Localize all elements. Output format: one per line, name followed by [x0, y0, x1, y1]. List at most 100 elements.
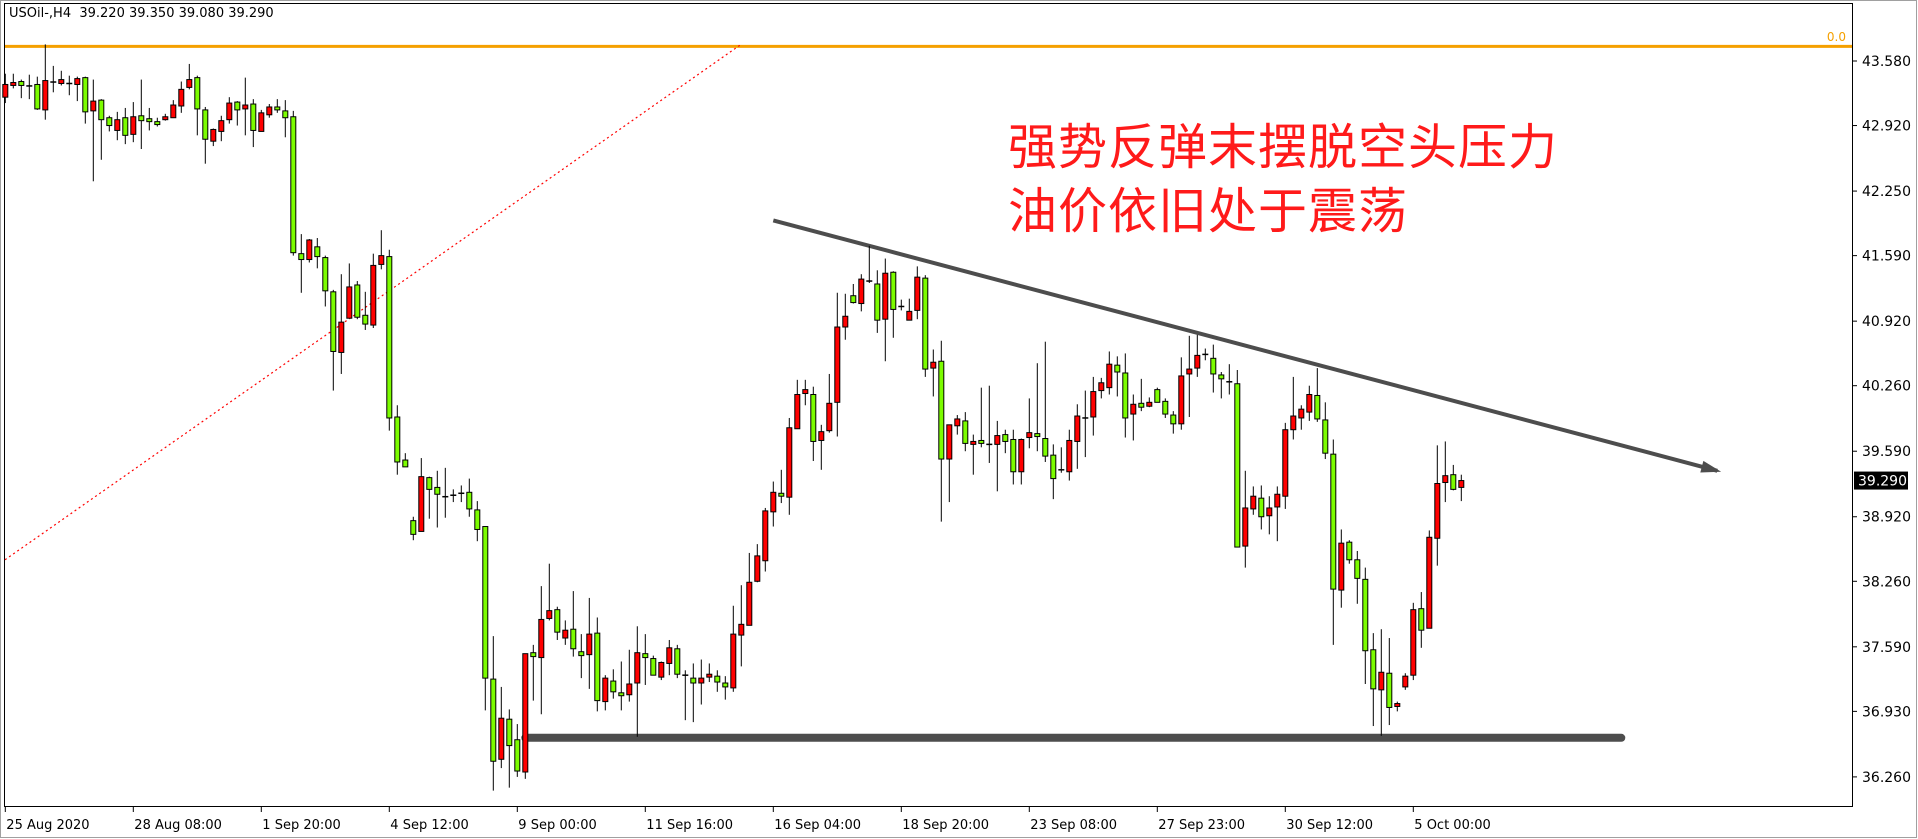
- candle: [1442, 441, 1449, 503]
- candle-body: [946, 424, 953, 460]
- candle-body: [706, 673, 713, 678]
- candle: [458, 485, 465, 503]
- candle: [546, 563, 553, 621]
- candle: [1010, 429, 1017, 485]
- candle: [418, 458, 425, 532]
- candle: [210, 128, 217, 147]
- candle-body: [1114, 364, 1121, 373]
- candle-body: [978, 439, 985, 444]
- resistance-trendline[interactable]: [772, 218, 1718, 473]
- candle-body: [890, 271, 897, 310]
- candle: [1242, 470, 1249, 568]
- candle: [1322, 402, 1329, 460]
- candle: [394, 405, 401, 475]
- candle-body: [962, 420, 969, 444]
- candle: [274, 99, 281, 113]
- candle-body: [1034, 433, 1041, 438]
- candle-body: [474, 509, 481, 530]
- candle: [130, 102, 137, 143]
- candle: [1394, 701, 1401, 712]
- candle-body: [754, 555, 761, 582]
- candle-body: [1010, 438, 1017, 473]
- time-axis[interactable]: 25 Aug 2020 28 Aug 08:00 1 Sep 20:00 4 Sep …: [4, 807, 1491, 833]
- candle: [514, 724, 521, 777]
- candle-body: [1074, 415, 1081, 442]
- candle-body: [410, 520, 417, 535]
- candle: [1106, 351, 1113, 395]
- candle: [434, 470, 441, 528]
- candle: [2, 73, 9, 104]
- candle-body: [58, 79, 65, 84]
- candle-body: [2, 83, 9, 98]
- candle-body: [1442, 475, 1449, 484]
- candle: [642, 634, 649, 685]
- candle: [66, 75, 73, 96]
- candle: [674, 644, 681, 679]
- time-tick-label: 18 Sep 20:00: [902, 818, 989, 833]
- candle-body: [74, 78, 81, 85]
- candle: [90, 79, 97, 182]
- candle: [18, 79, 25, 99]
- candle-body: [1186, 368, 1193, 375]
- candle: [1450, 464, 1457, 491]
- price-axis[interactable]: 43.580 42.920 42.250 41.590 40.920 40.260 39.5…: [1852, 54, 1911, 786]
- price-tick-label: 39.590: [1862, 444, 1911, 460]
- candle: [50, 65, 57, 93]
- candle: [218, 115, 225, 142]
- candle: [1250, 486, 1257, 515]
- candle-body: [722, 682, 729, 688]
- candle-body: [914, 276, 921, 311]
- candle-body: [642, 653, 649, 659]
- candle: [602, 675, 609, 711]
- candle: [26, 74, 33, 100]
- candle: [770, 481, 777, 527]
- candle: [850, 283, 857, 304]
- candle: [1362, 567, 1369, 684]
- candle-body: [834, 326, 841, 403]
- candle: [1058, 447, 1065, 473]
- candle-body: [738, 623, 745, 636]
- candle-body: [146, 118, 153, 123]
- candle: [898, 299, 905, 311]
- candle-body: [418, 476, 425, 532]
- candle-body: [226, 102, 233, 121]
- candle-body: [530, 652, 537, 658]
- candle: [778, 469, 785, 504]
- candle: [1074, 404, 1081, 469]
- candle: [466, 478, 473, 517]
- candle-body: [338, 321, 345, 353]
- candle: [1378, 629, 1385, 736]
- candle-body: [362, 314, 369, 325]
- candle: [858, 274, 865, 312]
- candles: [2, 44, 1465, 791]
- candle-body: [394, 416, 401, 463]
- candle: [666, 639, 673, 676]
- candle: [490, 636, 497, 791]
- candle: [410, 516, 417, 541]
- candle-body: [626, 683, 633, 696]
- candle: [786, 417, 793, 515]
- candle: [834, 292, 841, 437]
- candle: [1202, 348, 1209, 361]
- candle: [234, 101, 241, 126]
- candle: [1354, 550, 1361, 604]
- candle-body: [570, 628, 577, 650]
- candle: [298, 234, 305, 293]
- chart-title: USOil-,H4 39.220 39.350 39.080 39.290: [9, 6, 274, 21]
- time-tick-label: 30 Sep 12:00: [1286, 818, 1373, 833]
- candle: [1002, 429, 1009, 454]
- time-tick-label: 5 Oct 00:00: [1414, 818, 1490, 833]
- annotation-line-2: 油价依旧处于震荡: [1008, 183, 1409, 240]
- candle: [42, 44, 49, 120]
- time-tick-label: 1 Sep 20:00: [262, 818, 341, 833]
- candle: [1026, 398, 1033, 449]
- candle: [1162, 398, 1169, 418]
- candle-body: [1162, 400, 1169, 415]
- candle-body: [1130, 403, 1137, 415]
- candle-body: [554, 609, 561, 633]
- candle-body: [818, 431, 825, 441]
- candle: [618, 661, 625, 711]
- candle: [562, 620, 569, 645]
- candle: [34, 76, 41, 110]
